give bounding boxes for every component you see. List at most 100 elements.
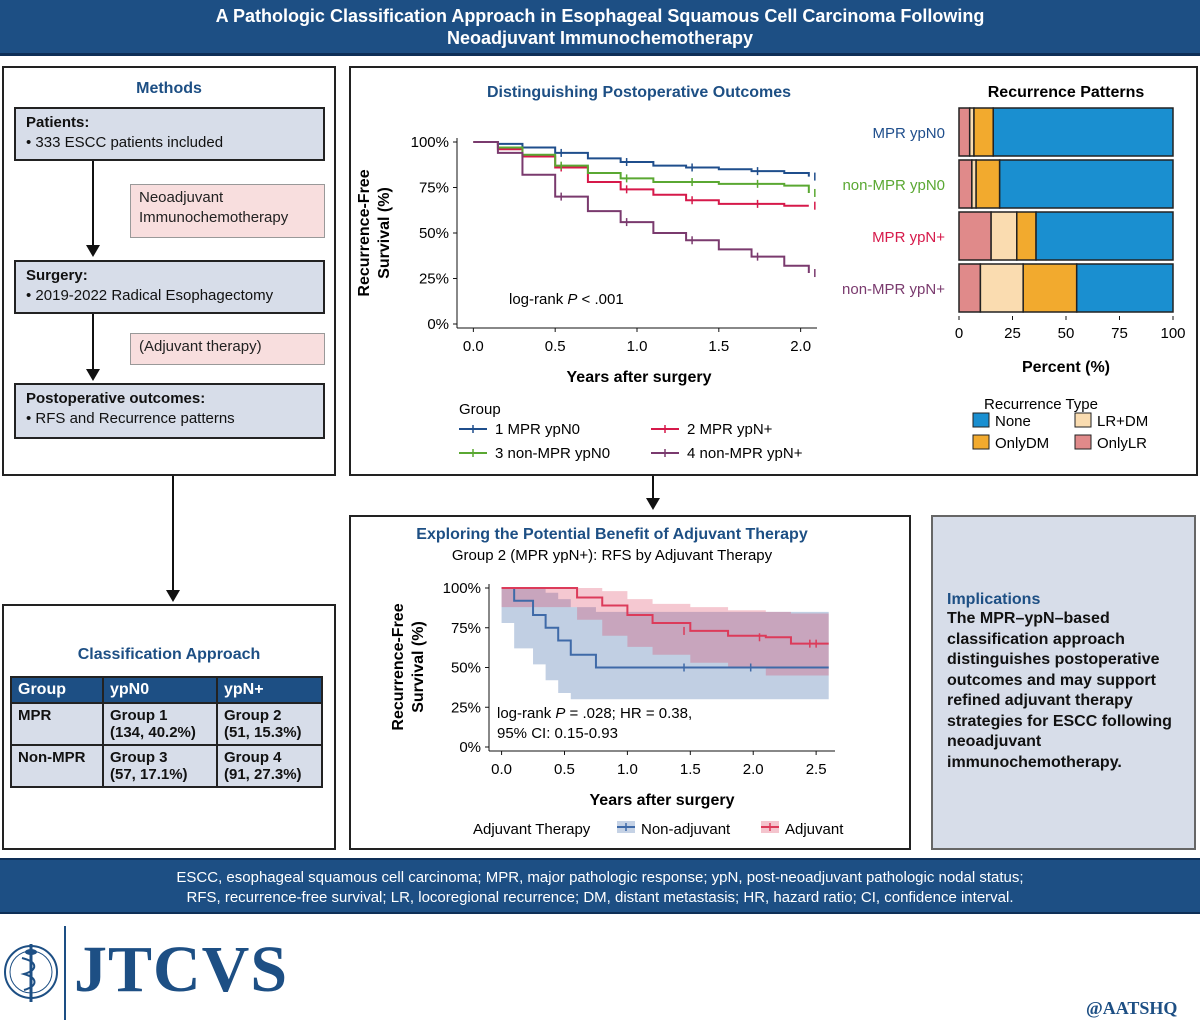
x-tick-label: 1.0 bbox=[617, 761, 638, 778]
implications-title: Implications bbox=[947, 591, 1041, 608]
row-label-non-mpr: Non-MPR bbox=[10, 744, 104, 788]
bar-segment-none bbox=[1075, 263, 1174, 313]
cell-group-4: Group 4 (91, 27.3%) bbox=[216, 744, 323, 788]
patients-text: • 333 ESCC patients included bbox=[26, 134, 224, 151]
journal-logo: JTCVS bbox=[74, 933, 289, 1006]
outcomes-heading: Postoperative outcomes: bbox=[26, 390, 206, 407]
header-banner: A Pathologic Classification Approach in … bbox=[0, 0, 1200, 56]
legend-title: Adjuvant Therapy bbox=[473, 821, 591, 838]
legend-swatch-onlydm bbox=[972, 434, 990, 450]
bar-segment-lrdm bbox=[990, 211, 1018, 261]
legend-label: LR+DM bbox=[1097, 413, 1148, 430]
x-axis-label: Percent (%) bbox=[1022, 359, 1110, 376]
legend-label: 1 MPR ypN0 bbox=[495, 421, 580, 438]
twitter-handle: @AATSHQ bbox=[1086, 998, 1178, 1018]
x-tick-label: 2.5 bbox=[806, 761, 827, 778]
patients-heading: Patients: bbox=[26, 114, 90, 131]
outcomes-text: • RFS and Recurrence patterns bbox=[26, 410, 235, 427]
legend-label: Adjuvant bbox=[785, 821, 844, 838]
y-tick-label: 100% bbox=[411, 134, 449, 151]
km-curve-g1 bbox=[473, 141, 810, 177]
bar-segment-onlylr bbox=[958, 263, 982, 313]
bar-segment-none bbox=[1035, 211, 1174, 261]
y-axis-label: Survival (%) bbox=[410, 621, 427, 713]
y-tick-label: 50% bbox=[451, 660, 481, 677]
km-curve-adj bbox=[501, 587, 829, 645]
footer-line2: RFS, recurrence-free survival; LR, locor… bbox=[186, 889, 1014, 906]
legend-title: Group bbox=[459, 401, 501, 418]
x-axis-label: Years after surgery bbox=[567, 369, 712, 386]
bar-category-label: MPR ypN0 bbox=[872, 125, 945, 142]
row-label-mpr: MPR bbox=[10, 702, 104, 746]
x-tick-label: 100 bbox=[1160, 325, 1185, 342]
y-tick-label: 0% bbox=[427, 316, 449, 333]
header-title-line2: Neoadjuvant Immunochemotherapy bbox=[446, 28, 754, 48]
km-curve-nonadj bbox=[501, 587, 829, 669]
logrank-annotation: log-rank P < .001 bbox=[509, 291, 624, 308]
legend-label: None bbox=[995, 413, 1031, 430]
table-row: Non-MPR Group 3 (57, 17.1%) Group 4 (91, 2… bbox=[10, 744, 323, 788]
table-row: MPR Group 1 (134, 40.2%) Group 2 (51, 15.3… bbox=[10, 702, 323, 746]
neoadjuvant-line2: Immunochemotherapy bbox=[139, 209, 289, 226]
methods-arrow-1 bbox=[92, 161, 94, 245]
classification-title: Classification Approach bbox=[77, 646, 261, 663]
outcomes-box: Postoperative outcomes: • RFS and Recurr… bbox=[14, 383, 325, 439]
bar-segment-lrdm bbox=[979, 263, 1024, 313]
y-tick-label: 50% bbox=[419, 225, 449, 242]
y-tick-label: 0% bbox=[459, 739, 481, 756]
adjuvant-label: (Adjuvant therapy) bbox=[139, 338, 262, 355]
ci-band-nonadj bbox=[501, 588, 829, 700]
outcomes-to-adjuvant-arrow bbox=[652, 476, 654, 498]
y-axis-label: Recurrence-Free bbox=[356, 169, 373, 296]
patients-box: Patients: • 333 ESCC patients included bbox=[14, 107, 325, 161]
header-title-line1: A Pathologic Classification Approach in … bbox=[215, 6, 985, 26]
bar-category-label: MPR ypN+ bbox=[872, 229, 945, 246]
y-tick-label: 75% bbox=[419, 180, 449, 197]
adjuvant-km-chart: Exploring the Potential Benefit of Adjuv… bbox=[390, 526, 844, 838]
ci-band-adj bbox=[501, 588, 829, 676]
bar-segment-onlylr bbox=[958, 159, 973, 209]
abbreviations-footer: ESCC, esophageal squamous cell carcinoma… bbox=[0, 858, 1200, 914]
footer-line1: ESCC, esophageal squamous cell carcinoma… bbox=[176, 869, 1024, 886]
legend-label: OnlyDM bbox=[995, 435, 1049, 452]
y-axis-label: Survival (%) bbox=[376, 187, 393, 279]
surgery-heading: Surgery: bbox=[26, 267, 88, 284]
x-tick-label: 2.0 bbox=[743, 761, 764, 778]
table-header-ypn0: ypN0 bbox=[102, 676, 218, 704]
cell-group-2: Group 2 (51, 15.3%) bbox=[216, 702, 323, 746]
neoadjuvant-line1: Neoadjuvant bbox=[139, 189, 224, 206]
bar-segment-onlydm bbox=[1016, 211, 1037, 261]
x-tick-label: 0.5 bbox=[554, 761, 575, 778]
bar-segment-onlylr bbox=[958, 211, 992, 261]
neoadjuvant-box: Neoadjuvant Immunochemotherapy bbox=[130, 184, 325, 238]
table-header-group: Group bbox=[10, 676, 104, 704]
outcomes-panel: Distinguishing Postoperative Outcomes 0% 2… bbox=[349, 66, 1198, 476]
bar-segment-none bbox=[998, 159, 1174, 209]
x-tick-label: 0 bbox=[955, 325, 963, 342]
rfs-km-chart: Distinguishing Postoperative Outcomes 0% 2… bbox=[356, 84, 1186, 462]
ci-annotation: 95% CI: 0.15-0.93 bbox=[497, 725, 618, 742]
bar-segment-onlydm bbox=[1022, 263, 1078, 313]
legend-title: Recurrence Type bbox=[984, 396, 1098, 413]
chart-title: Exploring the Potential Benefit of Adjuv… bbox=[416, 526, 808, 543]
x-tick-label: 75 bbox=[1111, 325, 1128, 342]
x-axis-label: Years after surgery bbox=[590, 792, 735, 809]
cell-group-1: Group 1 (134, 40.2%) bbox=[102, 702, 218, 746]
x-tick-label: 25 bbox=[1004, 325, 1021, 342]
outcomes-to-adjuvant-arrowhead bbox=[646, 498, 660, 510]
chart-title: Distinguishing Postoperative Outcomes bbox=[487, 84, 791, 101]
methods-arrowhead-2 bbox=[86, 369, 100, 381]
x-tick-label: 0.0 bbox=[491, 761, 512, 778]
bar-category-label: non-MPR ypN+ bbox=[842, 281, 945, 298]
logrank-annotation: log-rank P = .028; HR = 0.38, bbox=[497, 705, 692, 722]
cell-group-3: Group 3 (57, 17.1%) bbox=[102, 744, 218, 788]
km-curve-g4 bbox=[473, 141, 810, 274]
bar-segment-onlydm bbox=[973, 107, 994, 157]
legend-label: 4 non-MPR ypN+ bbox=[687, 445, 803, 462]
legend-swatch-onlylr bbox=[1074, 434, 1092, 450]
y-tick-label: 100% bbox=[443, 580, 481, 597]
bar-category-label: non-MPR ypN0 bbox=[842, 177, 945, 194]
legend-swatch-none bbox=[972, 412, 990, 428]
implications-text: The MPR–ypN–based classification approac… bbox=[947, 610, 1172, 771]
legend-label: Non-adjuvant bbox=[641, 821, 731, 838]
